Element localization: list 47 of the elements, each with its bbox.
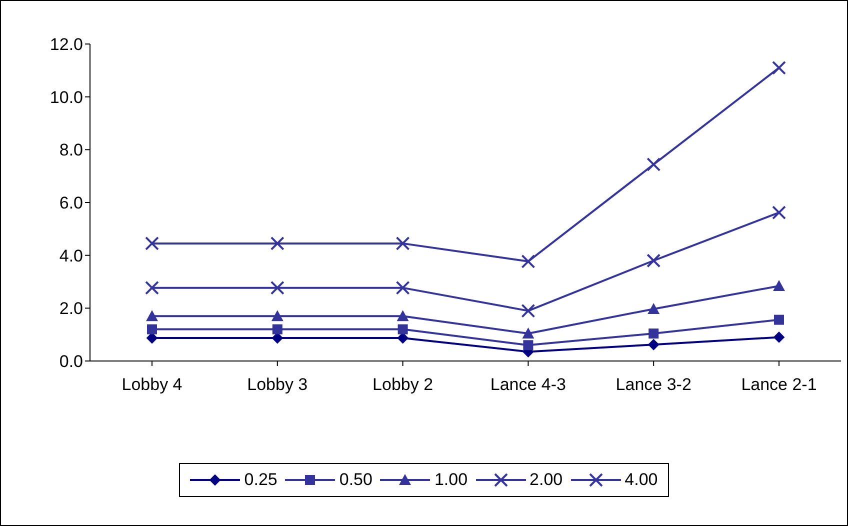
point — [773, 280, 785, 291]
point — [648, 302, 660, 314]
point — [772, 60, 786, 75]
x-tick-label: Lance 3-2 — [616, 375, 692, 394]
x-tick-label: Lobby 2 — [372, 375, 434, 394]
point — [147, 324, 157, 334]
point — [398, 324, 408, 334]
point — [270, 236, 284, 250]
point — [646, 254, 661, 268]
point — [270, 280, 284, 295]
legend-label: 0.25 — [244, 470, 278, 490]
point — [522, 328, 534, 339]
point — [774, 332, 784, 343]
y-tick-label: 8.0 — [59, 140, 83, 160]
point — [396, 236, 410, 250]
y-tick-label: 4.0 — [59, 246, 83, 266]
x-tick-label: Lobby 3 — [247, 375, 308, 394]
legend-label: 1.00 — [434, 470, 468, 490]
x-tick-label: Lobby 4 — [122, 375, 182, 394]
y-tick-label: 12.0 — [50, 35, 83, 54]
point — [146, 310, 158, 322]
point — [397, 332, 408, 344]
y-tick-label: 2.0 — [59, 299, 83, 318]
point — [521, 304, 536, 318]
point — [648, 339, 660, 350]
point — [521, 254, 536, 268]
point — [648, 328, 659, 339]
point — [523, 340, 534, 350]
y-tick-label: 0.0 — [59, 352, 83, 372]
point — [396, 280, 410, 295]
point — [146, 332, 158, 344]
point — [772, 206, 786, 220]
y-tick-label: 10.0 — [50, 88, 83, 107]
y-tick-label: 6.0 — [59, 194, 83, 213]
point — [774, 314, 784, 325]
x-tick-label: Lance 4-3 — [490, 375, 566, 394]
point — [272, 332, 283, 344]
point — [145, 236, 159, 250]
point — [272, 324, 282, 334]
point — [271, 310, 284, 322]
legend-label: 2.00 — [530, 470, 563, 490]
point — [646, 157, 661, 172]
legend-label: 0.50 — [339, 470, 372, 490]
point — [396, 310, 409, 322]
x-tick-label: Lance 2-1 — [741, 375, 817, 394]
point — [145, 280, 159, 295]
legend-label: 4.00 — [624, 470, 658, 490]
